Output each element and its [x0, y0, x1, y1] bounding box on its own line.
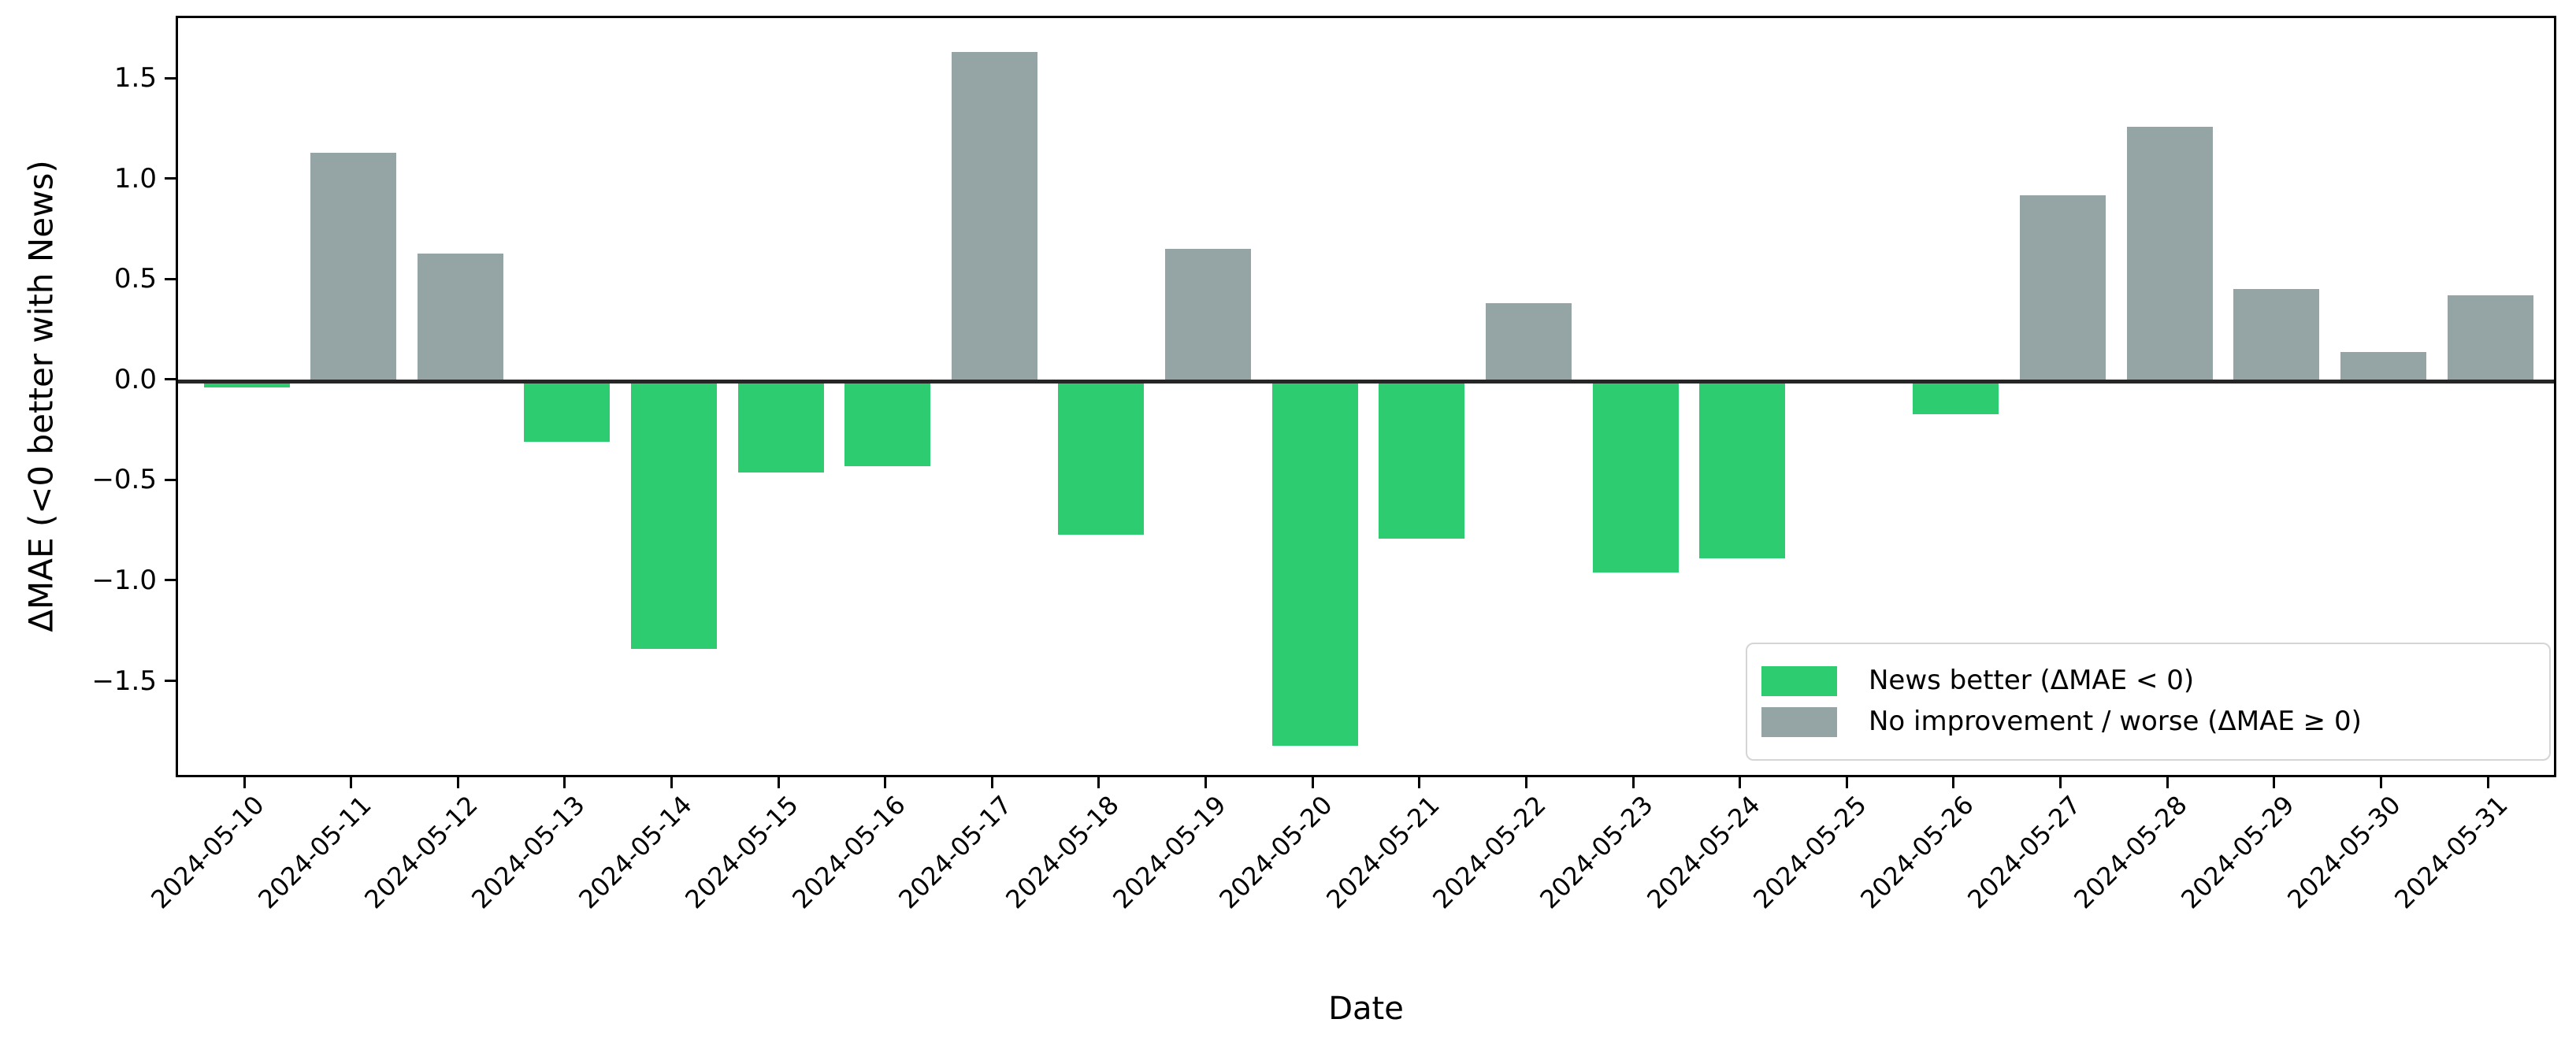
bar-2024-05-22	[1485, 303, 1572, 382]
x-tick-label: 2024-05-23	[1534, 789, 1659, 915]
bar-2024-05-10	[203, 381, 290, 388]
x-tick-label: 2024-05-28	[2068, 789, 2193, 915]
bar-2024-05-17	[951, 52, 1037, 382]
bar-2024-05-28	[2126, 126, 2213, 382]
bar-2024-05-23	[1592, 381, 1679, 573]
bar-2024-05-24	[1699, 381, 1786, 559]
x-tick-label: 2024-05-12	[358, 789, 484, 915]
x-tick-label: 2024-05-29	[2175, 789, 2300, 915]
y-axis-label: ΔMAE (<0 better with News)	[21, 160, 61, 632]
x-tick	[1418, 777, 1421, 788]
x-tick-label: 2024-05-16	[786, 789, 911, 915]
x-tick	[563, 777, 566, 788]
bar-2024-05-13	[524, 381, 611, 443]
bar-2024-05-31	[2447, 295, 2533, 382]
legend-swatch-gray	[1761, 707, 1837, 737]
x-tick	[884, 777, 887, 788]
legend-label: No improvement / worse (ΔMAE ≥ 0)	[1869, 706, 2362, 738]
x-tick	[1524, 777, 1527, 788]
bar-2024-05-14	[630, 381, 717, 650]
plot-area: News better (ΔMAE < 0) No improvement / …	[176, 16, 2556, 777]
x-tick-label: 2024-05-26	[1854, 789, 1980, 915]
x-tick	[670, 777, 673, 788]
x-tick	[1204, 777, 1208, 788]
bar-2024-05-16	[844, 381, 931, 466]
y-tick	[165, 680, 176, 683]
x-tick	[2059, 777, 2062, 788]
x-tick	[1845, 777, 1848, 788]
legend-entry-no-improvement: No improvement / worse (ΔMAE ≥ 0)	[1761, 706, 2535, 738]
bar-2024-05-11	[310, 152, 397, 382]
y-tick-label: 0.0	[113, 363, 157, 395]
legend-label: News better (ΔMAE < 0)	[1869, 665, 2195, 697]
y-tick-label: 1.5	[113, 62, 157, 94]
x-tick	[2273, 777, 2276, 788]
x-tick-label: 2024-05-19	[1106, 789, 1232, 915]
bar-2024-05-26	[1913, 381, 1999, 414]
legend-swatch-green	[1761, 666, 1837, 696]
bar-2024-05-27	[2020, 195, 2106, 382]
x-tick-label: 2024-05-15	[679, 789, 804, 915]
x-tick-label: 2024-05-24	[1641, 789, 1766, 915]
y-tick-label: 1.0	[113, 162, 157, 195]
y-tick	[165, 277, 176, 280]
x-tick-label: 2024-05-18	[1000, 789, 1125, 915]
x-tick-label: 2024-05-25	[1747, 789, 1873, 915]
zero-line	[178, 380, 2554, 384]
y-tick-label: −0.5	[91, 464, 157, 496]
bar-2024-05-30	[2340, 351, 2426, 382]
y-tick-label: −1.0	[91, 564, 157, 596]
x-axis-label: Date	[1328, 991, 1404, 1027]
x-tick-label: 2024-05-20	[1213, 789, 1338, 915]
x-tick	[990, 777, 993, 788]
bar-2024-05-15	[737, 381, 824, 472]
x-tick-label: 2024-05-21	[1320, 789, 1446, 915]
x-tick-label: 2024-05-30	[2281, 789, 2407, 915]
x-tick	[1631, 777, 1635, 788]
y-tick	[165, 378, 176, 381]
x-tick-label: 2024-05-17	[893, 789, 1019, 915]
x-tick	[350, 777, 353, 788]
x-tick	[777, 777, 780, 788]
x-tick-label: 2024-05-13	[466, 789, 591, 915]
bar-2024-05-29	[2233, 289, 2320, 382]
x-tick-label: 2024-05-31	[2389, 789, 2514, 915]
x-tick	[243, 777, 246, 788]
x-tick-label: 2024-05-22	[1427, 789, 1553, 915]
y-tick	[165, 177, 176, 180]
bar-2024-05-19	[1165, 249, 1252, 382]
x-tick	[2166, 777, 2169, 788]
x-tick	[2486, 777, 2489, 788]
legend-entry-news-better: News better (ΔMAE < 0)	[1761, 665, 2535, 697]
y-tick	[165, 76, 176, 80]
x-tick	[1739, 777, 1742, 788]
x-tick	[1952, 777, 1955, 788]
bar-2024-05-21	[1379, 381, 1465, 539]
x-tick-label: 2024-05-11	[251, 789, 377, 915]
y-tick-label: 0.5	[113, 263, 157, 295]
legend: News better (ΔMAE < 0) No improvement / …	[1746, 643, 2551, 761]
x-tick	[1097, 777, 1101, 788]
x-tick	[1311, 777, 1314, 788]
x-tick-label: 2024-05-27	[1961, 789, 2087, 915]
y-tick	[165, 579, 176, 582]
bar-2024-05-18	[1058, 381, 1145, 535]
x-tick-label: 2024-05-14	[572, 789, 698, 915]
x-tick	[456, 777, 459, 788]
x-tick	[2379, 777, 2382, 788]
bar-2024-05-20	[1271, 381, 1358, 746]
bar-2024-05-12	[417, 253, 503, 382]
y-tick	[165, 478, 176, 481]
x-tick-label: 2024-05-10	[145, 789, 270, 915]
y-tick-label: −1.5	[91, 665, 157, 697]
